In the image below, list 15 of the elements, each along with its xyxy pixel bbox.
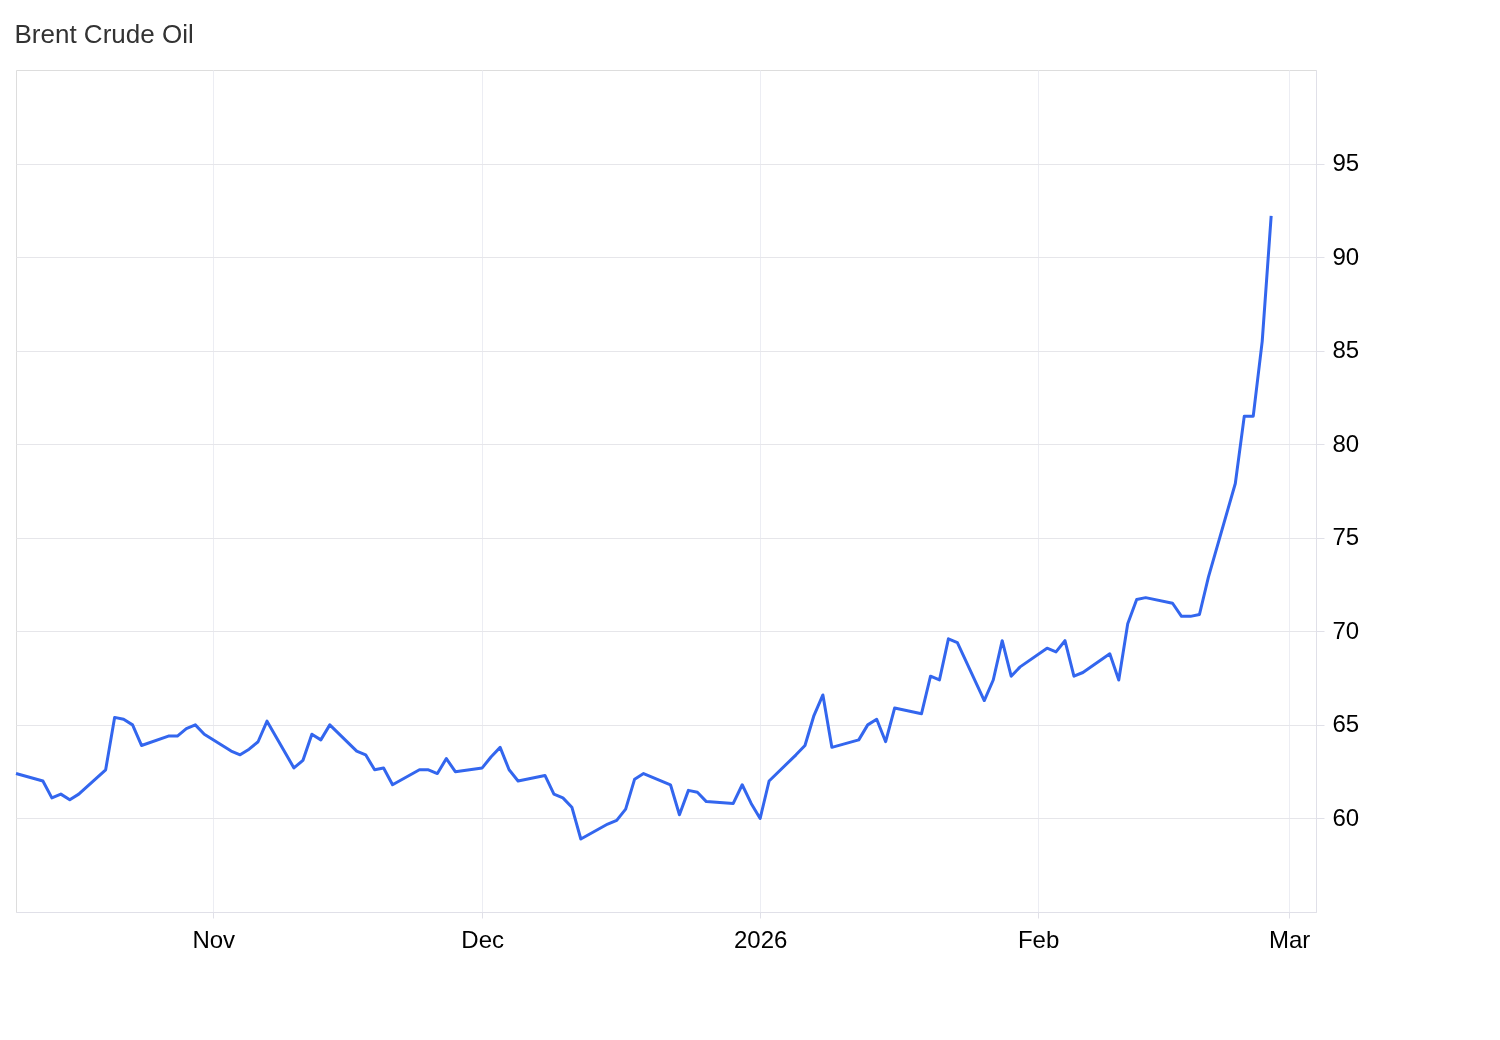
y-tick-label: 95 [1332, 149, 1360, 177]
x-tick-label: Dec [461, 925, 505, 953]
y-tick-label: 75 [1332, 523, 1360, 551]
chart-title: Brent Crude Oil [14, 19, 194, 49]
y-tick-label: 60 [1332, 803, 1360, 831]
x-tick-label: Nov [192, 925, 236, 953]
x-tick-label: Feb [1017, 925, 1060, 953]
x-tick-label: 2026 [733, 925, 788, 953]
y-tick-label: 80 [1332, 429, 1360, 457]
y-tick-label: 65 [1332, 710, 1360, 738]
y-tick-label: 90 [1332, 242, 1360, 270]
y-tick-label: 70 [1332, 616, 1360, 644]
line-series [14, 214, 1273, 841]
y-tick-label: 85 [1332, 336, 1360, 364]
x-tick-label: Mar [1268, 925, 1311, 953]
